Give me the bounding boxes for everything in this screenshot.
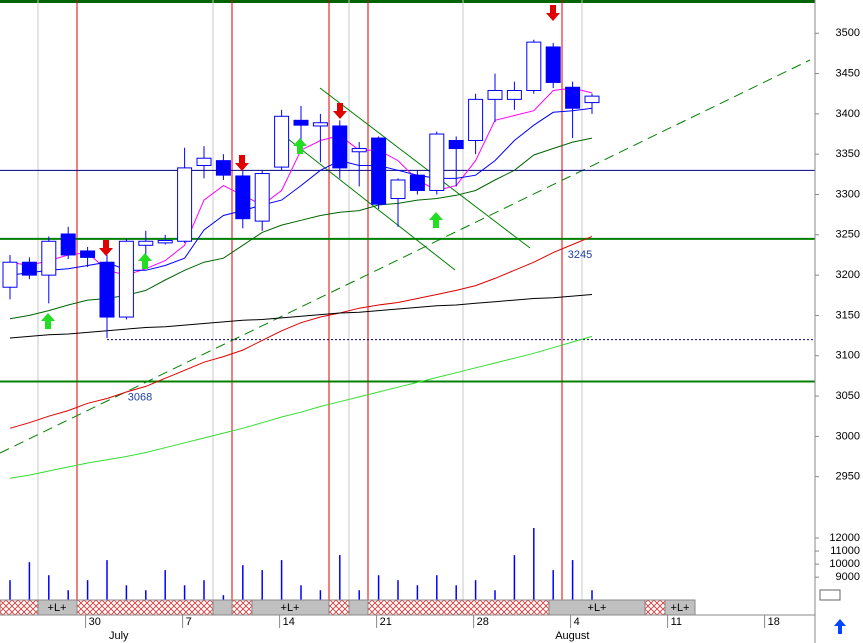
buy-arrow bbox=[138, 253, 152, 269]
channel-line bbox=[319, 87, 531, 249]
sell-arrow bbox=[235, 155, 249, 171]
band-label: +L+ bbox=[48, 602, 67, 614]
ma-line bbox=[9, 235, 593, 429]
y-tick-label: 3400 bbox=[836, 108, 860, 120]
candle-body bbox=[254, 173, 270, 222]
candle-body bbox=[390, 179, 406, 200]
y2-tick-label: 11000 bbox=[830, 545, 860, 557]
x-tick-label: 28 bbox=[477, 616, 489, 628]
band-segment bbox=[212, 599, 233, 616]
band-segment bbox=[348, 599, 369, 616]
candle-body bbox=[526, 41, 542, 91]
buy-arrow bbox=[41, 313, 55, 329]
candle-body bbox=[409, 174, 425, 191]
band-segment bbox=[367, 599, 550, 616]
candle-body bbox=[351, 148, 367, 153]
candle-body bbox=[99, 261, 115, 318]
y-tick-label: 3000 bbox=[836, 430, 860, 442]
candle-body bbox=[21, 261, 37, 276]
y-tick-label: 3200 bbox=[836, 269, 860, 281]
buy-arrow bbox=[429, 212, 443, 228]
support-label: 3068 bbox=[128, 391, 152, 403]
y-tick-label: 3350 bbox=[836, 148, 860, 160]
candle-body bbox=[332, 125, 348, 169]
band-segment bbox=[0, 599, 39, 616]
candle-body bbox=[41, 240, 57, 276]
candle-body bbox=[506, 89, 522, 100]
x-tick-label: 7 bbox=[186, 616, 192, 628]
arrows bbox=[41, 5, 560, 329]
band-label: +L+ bbox=[671, 602, 690, 614]
x-tick-label: 18 bbox=[768, 616, 780, 628]
candle-body bbox=[371, 137, 387, 205]
candle-body bbox=[274, 115, 290, 168]
plot-layer: 3245 3068 bbox=[0, 39, 815, 600]
candle-body bbox=[487, 89, 503, 100]
candle-body bbox=[448, 139, 464, 150]
ma-line bbox=[9, 335, 593, 479]
candle-body bbox=[545, 46, 561, 83]
candle-body bbox=[80, 250, 96, 258]
candle-body bbox=[215, 160, 231, 176]
candle-body bbox=[2, 261, 18, 288]
candle-body bbox=[293, 119, 309, 126]
y-tick-label: 3500 bbox=[836, 27, 860, 39]
candle-body bbox=[60, 233, 76, 256]
band-segment bbox=[644, 599, 666, 616]
band-segment bbox=[328, 599, 350, 616]
candle-body bbox=[177, 167, 193, 242]
candle-body bbox=[157, 239, 173, 244]
candle-body bbox=[118, 240, 134, 318]
candle-body bbox=[138, 240, 154, 246]
signal-band: +L+ +L+ +L+ +L+ bbox=[0, 599, 696, 616]
channel-line bbox=[282, 134, 456, 271]
y-tick-label: 3450 bbox=[836, 67, 860, 79]
y2-tick-label: 10000 bbox=[829, 558, 860, 570]
y-tick-label: 3150 bbox=[836, 309, 860, 321]
y-tick-label: 2950 bbox=[836, 471, 860, 483]
sell-arrow bbox=[99, 240, 113, 256]
vertical-lines bbox=[37, 0, 583, 600]
y2-tick-label: 9000 bbox=[836, 571, 860, 583]
x-tick-label: 4 bbox=[574, 616, 580, 628]
dashed-trendline bbox=[0, 59, 811, 454]
band-segment bbox=[231, 599, 253, 616]
band-label: +L+ bbox=[588, 602, 607, 614]
axis-box bbox=[819, 589, 841, 601]
y-tick-label: 3050 bbox=[836, 390, 860, 402]
y-tick-label: 3250 bbox=[836, 229, 860, 241]
y-tick-label: 3300 bbox=[836, 188, 860, 200]
band-label: +L+ bbox=[281, 602, 300, 614]
candle-body bbox=[235, 175, 251, 220]
candle-body bbox=[196, 157, 212, 166]
band-segment bbox=[76, 599, 214, 616]
buy-arrow bbox=[293, 138, 307, 154]
support-label: 3245 bbox=[568, 249, 592, 261]
sell-arrow bbox=[546, 5, 560, 21]
trendlines bbox=[0, 59, 811, 454]
candle-body bbox=[312, 122, 328, 127]
x-tick-label: 21 bbox=[380, 616, 392, 628]
month-label: July bbox=[109, 630, 129, 642]
y2-tick-label: 12000 bbox=[829, 532, 860, 544]
candle-body bbox=[584, 95, 600, 104]
candle-body bbox=[429, 133, 445, 191]
x-tick-label: 30 bbox=[89, 616, 101, 628]
month-label: August bbox=[555, 630, 589, 642]
scroll-arrow[interactable] bbox=[834, 619, 846, 634]
x-tick-label: 11 bbox=[671, 616, 682, 628]
candle-body bbox=[468, 98, 484, 141]
x-tick-label: 14 bbox=[283, 616, 295, 628]
candle-body bbox=[565, 86, 581, 109]
sell-arrow bbox=[333, 103, 347, 119]
y-tick-label: 3100 bbox=[836, 350, 860, 362]
